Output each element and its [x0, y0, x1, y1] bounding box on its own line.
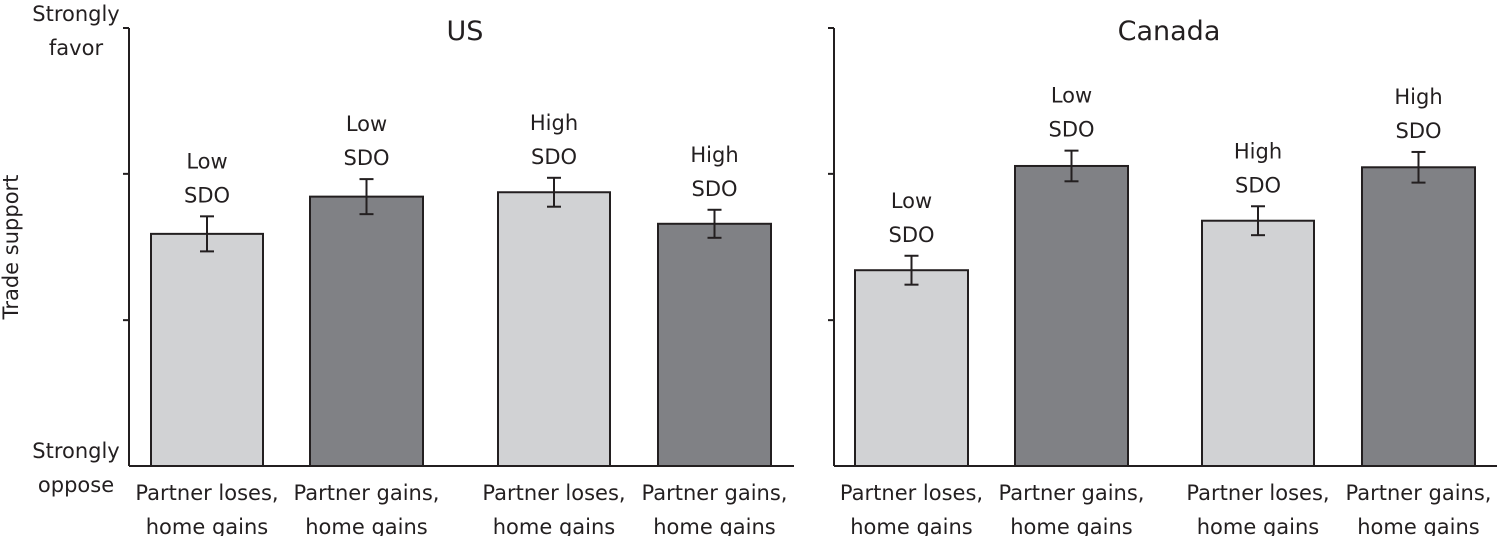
panel-0-bar-2: [497, 191, 611, 467]
panel-0-category-label-0: Partner loses, home gains: [135, 481, 278, 536]
panel-1-title: Canada: [1118, 16, 1221, 47]
panel-0-category-label-1: Partner gains, home gains: [294, 481, 440, 536]
panel-0-bar-label-3: High SDO: [690, 143, 738, 201]
panel-1-bar-1: [1014, 164, 1129, 467]
panel-0-bar-1: [309, 195, 424, 467]
panel-1-category-label-0: Partner loses, home gains: [840, 481, 983, 536]
panel-0-bar-label-1: Low SDO: [343, 112, 389, 170]
panel-0-category-label-2: Partner loses, home gains: [482, 481, 625, 536]
panel-1-bar-label-3: High SDO: [1394, 85, 1442, 143]
panel-1-category-label-1: Partner gains, home gains: [999, 481, 1145, 536]
panel-0-bar-label-0: Low SDO: [184, 149, 230, 207]
panel-1-category-label-3: Partner gains, home gains: [1346, 481, 1492, 536]
panel-0-category-label-3: Partner gains, home gains: [642, 481, 788, 536]
y-axis-title: Trade support: [0, 175, 23, 321]
y-top-label: Strongly favor: [32, 2, 120, 60]
y-bottom-label: Strongly oppose: [32, 439, 120, 497]
panel-1-category-label-2: Partner loses, home gains: [1186, 481, 1329, 536]
panel-1-bar-0: [854, 269, 969, 467]
panel-1-bar-label-2: High SDO: [1234, 139, 1282, 197]
panel-0-bar-3: [657, 222, 772, 467]
panel-1-bar-label-1: Low SDO: [1048, 84, 1094, 142]
panel-0-title: US: [447, 16, 484, 47]
panel-1-bar-3: [1361, 166, 1476, 467]
panel-0-bar-0: [150, 232, 264, 467]
panel-1-bar-label-0: Low SDO: [888, 189, 934, 247]
panel-1-bar-2: [1201, 219, 1315, 467]
panel-0-bar-label-2: High SDO: [530, 111, 578, 169]
